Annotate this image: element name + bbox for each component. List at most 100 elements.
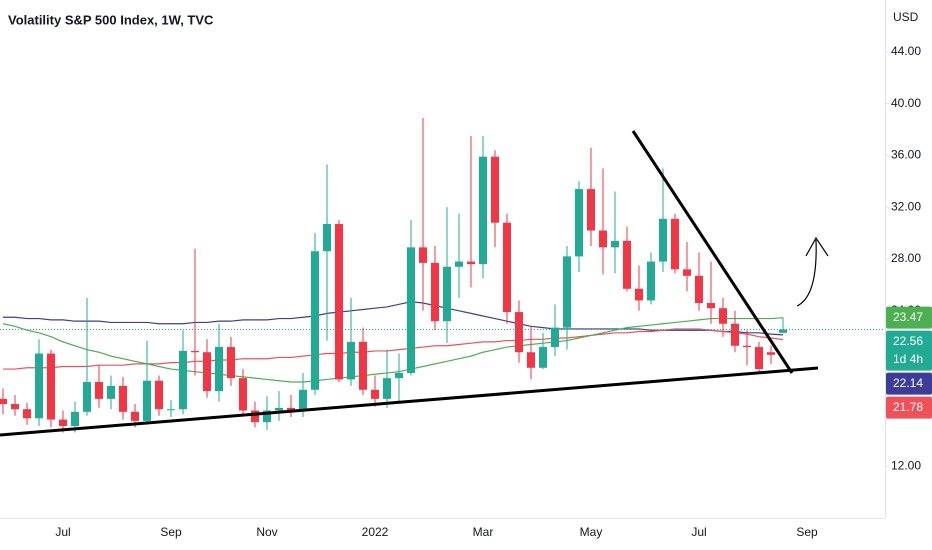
candle-body [719,308,727,324]
moving-average-line [2,317,784,383]
candle-body [695,275,703,304]
price-label-box [886,396,932,419]
candle-body [287,407,295,411]
y-tick-label: 44.00 [891,44,921,58]
candle-body [443,266,451,322]
candle-body [431,262,439,322]
x-tick-label: Mar [473,525,494,539]
candle-body [191,350,199,353]
moving-average-line [3,301,784,336]
x-tick-label: May [580,525,603,539]
candle-body [167,409,175,411]
candle-body [59,419,67,427]
price-label-box [886,372,932,395]
candle-body [575,189,583,257]
candle-body [587,189,595,231]
countdown-label: 1d 4h [893,352,923,366]
candle-body [323,224,331,252]
candle-body [515,312,523,353]
y-tick-label: 36.00 [891,148,921,162]
candle-body [395,372,403,379]
arrow-head [805,236,829,257]
candle-body [143,380,151,421]
x-tick-label: Nov [256,525,277,539]
candle-body [731,323,739,346]
candle-body [755,347,763,370]
candle-body [203,352,211,392]
candle-body [647,261,655,301]
x-tick-label: Sep [160,525,182,539]
candle-body [707,303,715,309]
candle-body [0,398,7,405]
candle-body [539,347,547,368]
candle-body [11,404,19,410]
candle-body [107,385,115,399]
candle-body [35,353,43,419]
candle-body [83,382,91,412]
candle-body [503,222,511,313]
price-label: 22.14 [893,376,923,390]
candle-body [71,411,79,427]
y-tick-label: 12.00 [891,458,921,472]
candle-body [95,382,103,399]
y-tick-label: 28.00 [891,251,921,265]
x-tick-label: Sep [796,525,818,539]
price-label: 22.56 [893,334,923,348]
candle-body [131,411,139,421]
candle-body [251,410,259,423]
candle-body [635,288,643,301]
candle-body [359,341,367,390]
moving-average-line [3,328,784,370]
candle-body [419,247,427,263]
arrow [796,239,817,307]
candle-body [23,409,31,419]
plot [0,117,885,433]
candle-body [551,327,559,348]
candle-body [311,251,319,390]
x-tick-label: Jul [691,525,706,539]
candle-body [479,156,487,265]
price-label: 23.47 [893,310,923,324]
x-tick-label: Jul [55,525,70,539]
candle-body [335,224,343,380]
candle-body [671,218,679,270]
candle-body [743,345,751,348]
candle-body [779,329,787,333]
y-tick-label: 32.00 [891,199,921,213]
candle-body [215,347,223,392]
candle-body [599,230,607,248]
candle-body [563,256,571,328]
currency-label: USD [893,10,919,24]
price-label-box [886,306,932,329]
candle-body [371,389,379,399]
candle-body [659,218,667,262]
candle-body [179,350,187,410]
chart-title: Volatility S&P 500 Index, 1W, TVC [8,12,214,27]
candle-body [455,261,463,267]
candle-body [467,261,475,265]
candle-body [683,269,691,276]
candle-body [623,240,631,289]
candle-body [47,353,55,420]
candle-body [347,341,355,380]
candle-body [227,347,235,379]
candle-body [611,240,619,248]
x-tick-label: 2022 [362,525,389,539]
candle-body [407,247,415,373]
candle-body [767,352,775,355]
candle-body [239,378,247,411]
resistance-trendline [631,130,794,374]
candle-body [527,352,535,368]
y-tick-label: 40.00 [891,96,921,110]
candle-body [155,380,163,410]
candle-body [299,389,307,411]
candle-body [263,410,271,423]
price-label: 21.78 [893,400,923,414]
candle-body [275,407,283,411]
candle-body [491,156,499,223]
price-label-box [886,330,932,371]
support-trendline [0,366,819,437]
